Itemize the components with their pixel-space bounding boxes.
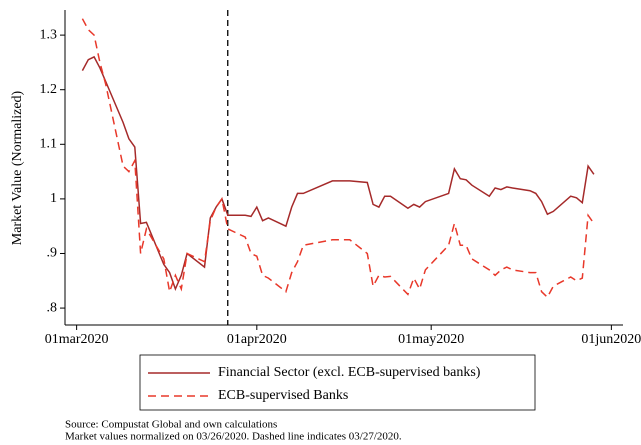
legend-label: Financial Sector (excl. ECB-supervised b… — [218, 365, 481, 380]
x-tick-label: 01apr2020 — [227, 332, 287, 347]
y-tick-label: 1 — [50, 191, 57, 206]
y-tick-label: .8 — [47, 300, 58, 315]
x-tick-label: 01jun2020 — [581, 332, 641, 347]
y-axis-label: Market Value (Normalized) — [10, 90, 25, 245]
series-line — [81, 18, 595, 299]
note: Source: Compustat Global and own calcula… — [65, 419, 277, 431]
y-tick-label: .9 — [47, 246, 58, 261]
x-tick-label: 01may2020 — [398, 332, 464, 347]
y-tick-label: 1.3 — [40, 27, 58, 42]
note: Market values normalized on 03/26/2020. … — [65, 431, 402, 443]
y-tick-label: 1.2 — [40, 82, 58, 97]
legend-label: ECB-supervised Banks — [218, 388, 348, 403]
legend-box — [139, 354, 536, 411]
y-tick-label: 1.1 — [40, 137, 58, 152]
series-line — [81, 55, 595, 292]
x-tick-label: 01mar2020 — [45, 332, 109, 347]
